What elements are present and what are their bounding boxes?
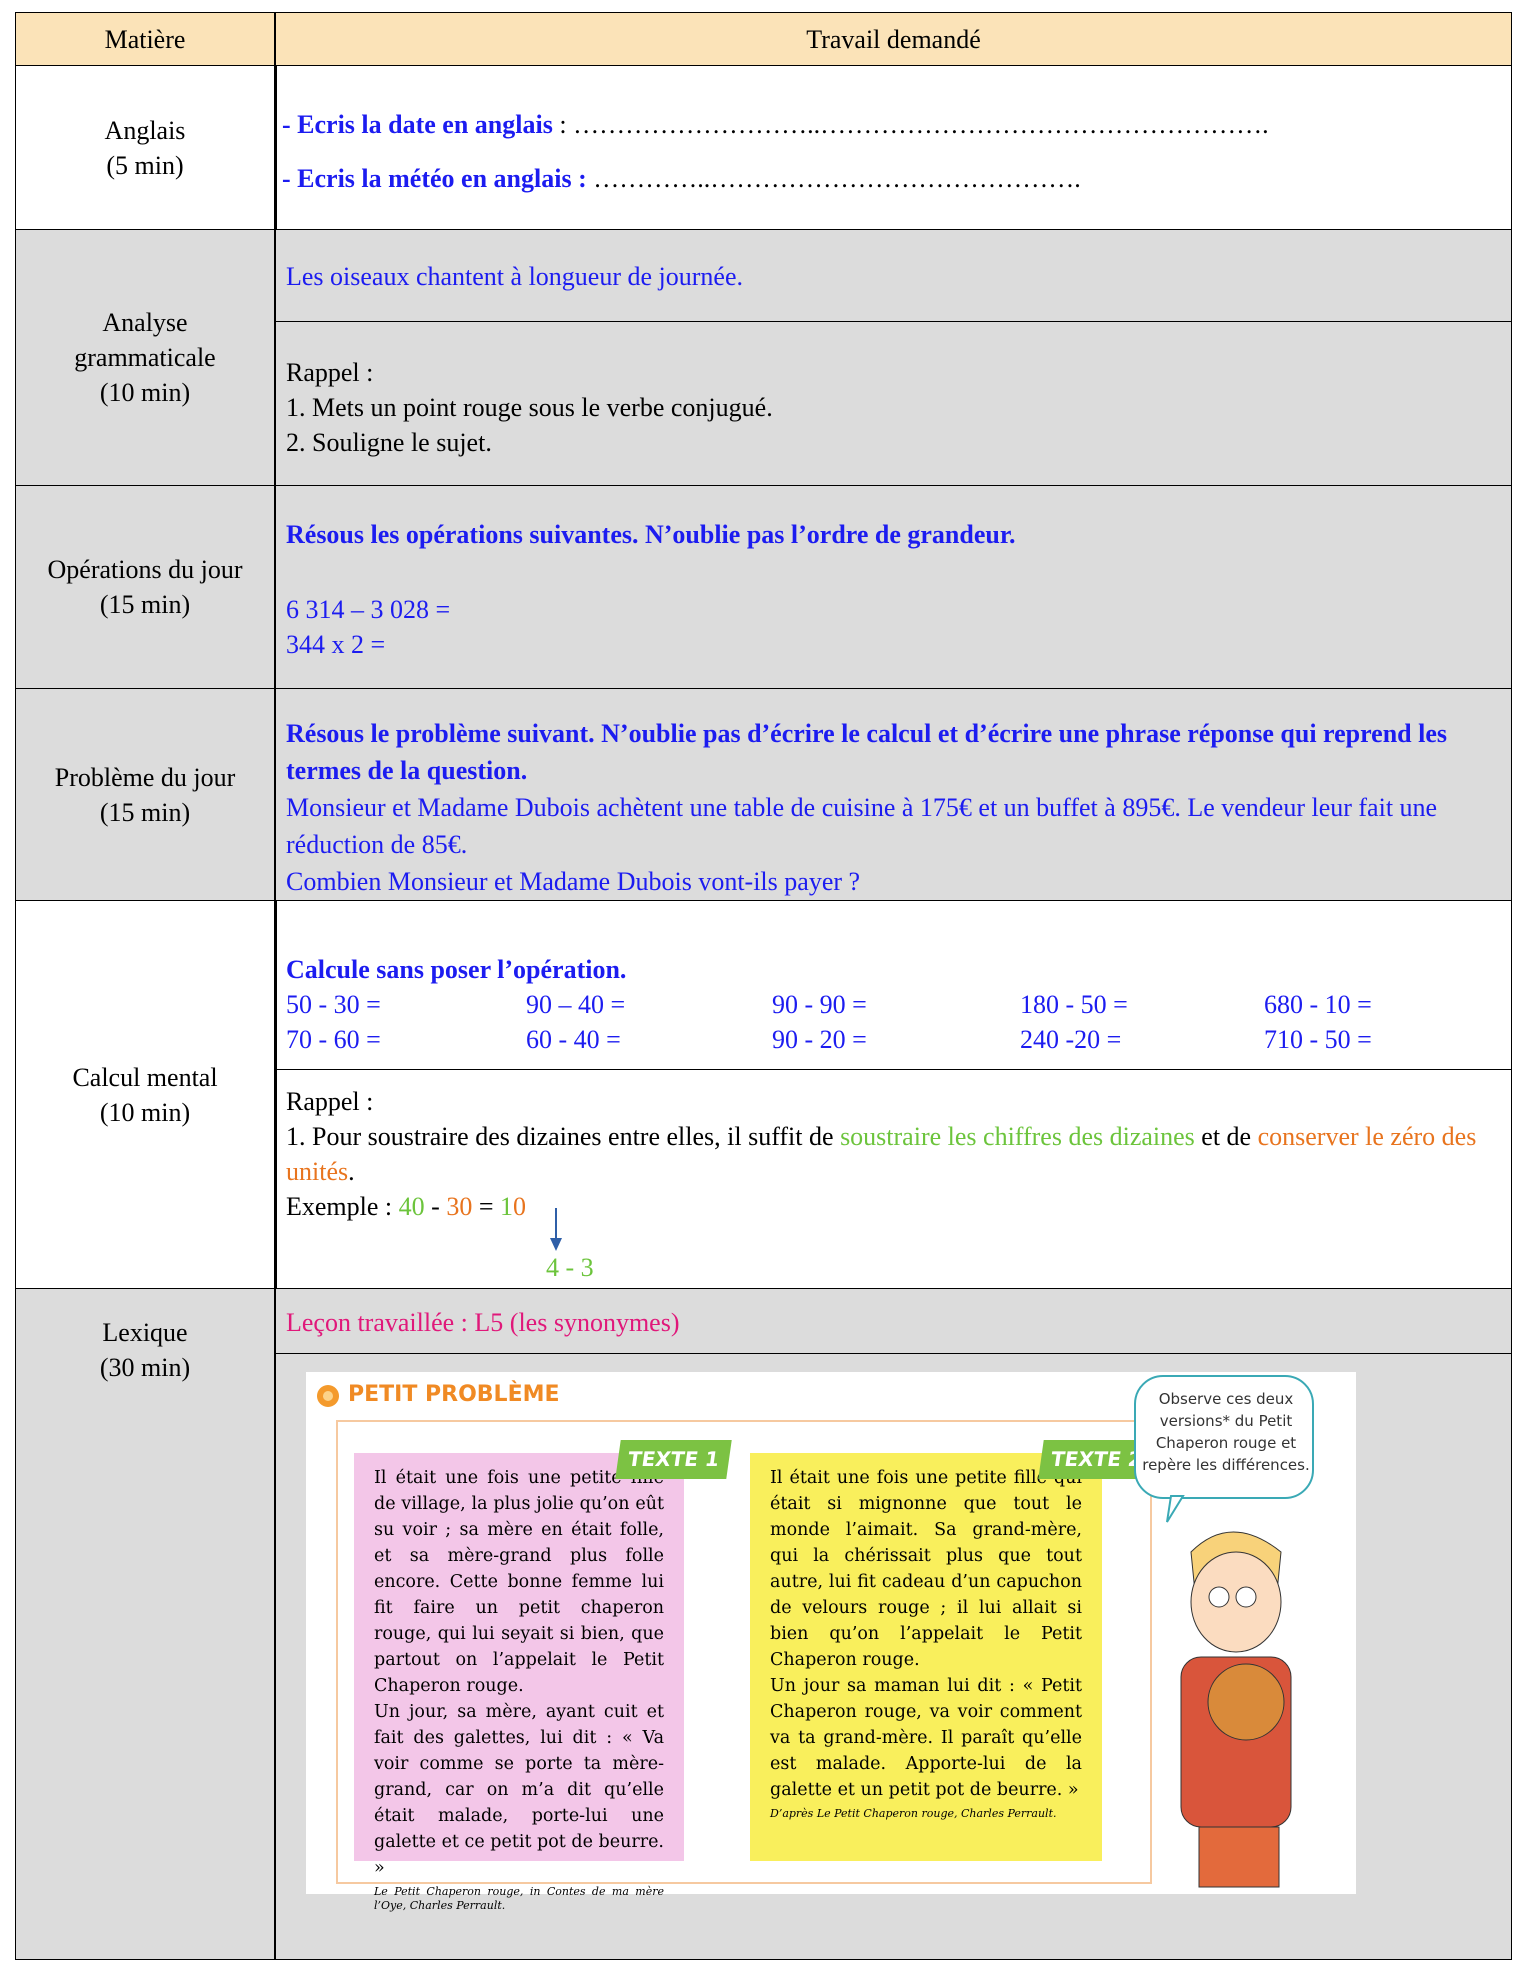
reminder-title: Rappel : <box>286 358 374 387</box>
duration: (10 min) <box>99 1097 191 1127</box>
book-heading: PETIT PROBLÈME <box>348 1382 560 1407</box>
calc-item: 90 – 40 = <box>526 990 626 1019</box>
rule-text: 1. Pour soustraire des dizaines entre el… <box>286 1122 841 1151</box>
paragraph: Il était une fois une petite fille de vi… <box>374 1468 664 1696</box>
calc-item: 680 - 10 = <box>1264 990 1372 1019</box>
source: Le Petit Chaperon rouge, in Contes de ma… <box>374 1885 664 1912</box>
subject: Anglais <box>104 115 186 145</box>
problem-text: Monsieur et Madame Dubois achètent une t… <box>286 793 1438 859</box>
decomposition: 4 - 3 <box>546 1253 594 1282</box>
instruction: Résous les opérations suivantes. N’oubli… <box>286 520 1016 549</box>
duration: (5 min) <box>106 150 184 180</box>
header-text: Matière <box>104 24 186 54</box>
task-cell: - Ecris la date en anglais : ………………………..… <box>275 65 1512 230</box>
example-number: 30 <box>446 1192 473 1221</box>
illustration <box>1134 1375 1314 1888</box>
task-cell: Rappel : 1. Pour soustraire des dizaines… <box>275 1069 1512 1289</box>
reminder-title: Rappel : <box>286 1087 374 1116</box>
icon <box>317 1385 339 1407</box>
task-cell: Rappel : 1. Mets un point rouge sous le … <box>275 321 1512 486</box>
subject: Calcul mental <box>72 1062 218 1092</box>
subject-cell: Anglais (5 min) <box>15 65 277 230</box>
instruction: Résous le problème suivant. N’oublie pas… <box>286 719 1448 785</box>
header-cell: Matière <box>15 12 277 66</box>
example-number: 40 <box>398 1192 425 1221</box>
frame <box>336 1420 1152 1884</box>
lesson: Leçon travaillée : L5 (les synonymes) <box>286 1308 680 1337</box>
subject-cell: Calcul mental (10 min) <box>15 900 277 1289</box>
arrow <box>550 1208 562 1251</box>
calc-item: 240 -20 = <box>1020 1025 1122 1054</box>
header-text: Travail demandé <box>806 24 981 54</box>
calc-item: 60 - 40 = <box>526 1025 621 1054</box>
calc-item: 710 - 50 = <box>1264 1025 1372 1054</box>
task-cell: Les oiseaux chantent à longueur de journ… <box>275 229 1512 322</box>
dots: : ………………………..……………………………………………. <box>552 110 1269 139</box>
subject-cell: Problème du jour (15 min) <box>15 688 277 901</box>
subject-cell: Opérations du jour (15 min) <box>15 485 277 689</box>
operation: 344 x 2 = <box>286 630 386 659</box>
subject-cell: Analyse grammaticale (10 min) <box>15 229 277 486</box>
task-cell: Résous le problème suivant. N’oublie pas… <box>275 688 1512 901</box>
subject-cell: Lexique (30 min) <box>15 1288 277 1960</box>
rule-highlight: conserver le zéro des unités <box>286 1122 1477 1186</box>
prompt: - Ecris la date en anglais <box>282 110 553 139</box>
sentence: Les oiseaux chantent à longueur de journ… <box>286 262 743 291</box>
example-label: Exemple : <box>286 1192 399 1221</box>
example-operator: - <box>424 1192 447 1221</box>
reminder-item: 2. Souligne le sujet. <box>286 428 492 457</box>
subject: Lexique <box>102 1318 188 1347</box>
operation: 6 314 – 3 028 = <box>286 595 451 624</box>
instruction: Calcule sans poser l’opération. <box>286 955 627 984</box>
text-box: Il était une fois une petite fille de vi… <box>354 1453 684 1912</box>
rule: 1. Pour soustraire des dizaines entre el… <box>286 1119 1491 1189</box>
paragraph: Un jour, sa mère, ayant cuit et fait des… <box>374 1702 664 1878</box>
rule-highlight: soustraire les chiffres des dizaines <box>840 1122 1195 1151</box>
example-operator: = <box>472 1192 500 1221</box>
speech-bubble: Observe ces deux versions* du Petit Chap… <box>1142 1390 1310 1474</box>
rule-text: et de <box>1194 1122 1258 1151</box>
header-cell: Travail demandé <box>275 12 1512 66</box>
task-cell: Calcule sans poser l’opération. 50 - 30 … <box>275 900 1512 1070</box>
prompt: - Ecris la météo en anglais : <box>282 164 587 193</box>
subject: grammaticale <box>74 343 216 372</box>
paragraph: Un jour sa maman lui dit : « Petit Chape… <box>770 1676 1082 1800</box>
problem-question: Combien Monsieur et Madame Dubois vont-i… <box>286 867 861 896</box>
duration: (15 min) <box>99 590 191 619</box>
task-cell: PETIT PROBLÈME Il était une fois une pet… <box>275 1353 1512 1960</box>
textbook-image: PETIT PROBLÈME Il était une fois une pet… <box>306 1372 1356 1912</box>
calc-item: 50 - 30 = <box>286 990 381 1019</box>
example: Exemple : 40 - 30 = 10 <box>286 1189 1491 1224</box>
line: - Ecris la date en anglais : ………………………..… <box>282 98 1511 152</box>
task-cell: Résous les opérations suivantes. N’oubli… <box>275 485 1512 689</box>
source: D’après Le Petit Chaperon rouge, Charles… <box>770 1807 1057 1820</box>
subject: Opérations du jour <box>47 555 243 584</box>
paragraph: Il était une fois une petite fille qui é… <box>770 1468 1082 1670</box>
duration: (15 min) <box>99 797 191 827</box>
example-digit: 1 <box>499 1192 513 1221</box>
task-cell: Leçon travaillée : L5 (les synonymes) <box>275 1288 1512 1354</box>
dots: …………..……………………………………. <box>586 164 1081 193</box>
calc-item: 180 - 50 = <box>1020 990 1128 1019</box>
calc-item: 90 - 20 = <box>772 1025 867 1054</box>
rule-text: . <box>348 1157 355 1186</box>
example-digit: 0 <box>512 1192 526 1221</box>
line: - Ecris la météo en anglais : …………..…………… <box>282 152 1511 206</box>
subject: Problème du jour <box>54 762 236 792</box>
calc-item: 70 - 60 = <box>286 1025 381 1054</box>
duration: (10 min) <box>99 378 191 407</box>
duration: (30 min) <box>99 1353 191 1382</box>
text-box: Il était une fois une petite fille qui é… <box>750 1453 1102 1861</box>
reminder-item: 1. Mets un point rouge sous le verbe con… <box>286 393 773 422</box>
calc-item: 90 - 90 = <box>772 990 867 1019</box>
tab: TEXTE 1 <box>615 1440 732 1479</box>
subject: Analyse <box>102 308 188 337</box>
